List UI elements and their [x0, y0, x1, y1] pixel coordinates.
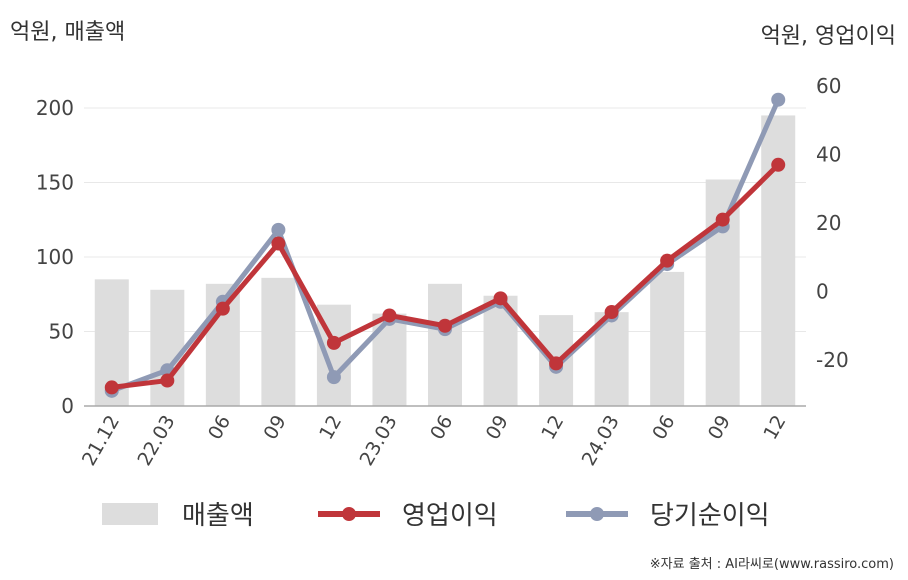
legend-marker-net-profit [590, 507, 604, 521]
left-tick-label-2: 100 [36, 245, 74, 269]
x-tick-label-7: 09 [482, 412, 513, 444]
legend-label-net-profit: 당기순이익 [650, 501, 770, 531]
point-operating-profit-9 [604, 305, 619, 320]
bar-revenue-5 [372, 313, 407, 406]
bar-revenue-1 [150, 289, 185, 406]
left-axis-unit: 억원, 매출액 [10, 20, 126, 45]
source-note: ※자료 출처 : AI라씨로(www.rassiro.com) [649, 557, 894, 572]
point-operating-profit-1 [160, 373, 175, 388]
point-operating-profit-5 [382, 308, 397, 323]
point-net-profit-4 [326, 370, 341, 385]
x-tick-label-3: 09 [260, 412, 291, 444]
point-operating-profit-7 [493, 291, 508, 306]
legend-marker-operating-profit [342, 507, 356, 521]
x-tick-label-11: 09 [704, 412, 735, 444]
point-operating-profit-8 [549, 356, 564, 371]
bar-revenue-10 [650, 271, 685, 406]
left-tick-label-3: 150 [36, 171, 74, 195]
right-tick-label-1: 0 [816, 280, 829, 304]
legend-swatch-revenue [102, 503, 158, 525]
point-operating-profit-10 [660, 253, 675, 268]
point-net-profit-3 [271, 222, 286, 237]
x-tick-label-9: 24.03 [578, 412, 624, 470]
x-tick-label-5: 23.03 [356, 412, 402, 470]
x-tick-label-8: 12 [537, 412, 568, 444]
legend-label-revenue: 매출액 [182, 501, 254, 531]
right-tick-label-3: 40 [816, 143, 841, 167]
right-tick-label-2: 20 [816, 211, 841, 235]
point-operating-profit-0 [104, 380, 119, 395]
left-tick-label-0: 0 [61, 394, 74, 418]
right-tick-label-0: -20 [816, 348, 849, 372]
point-operating-profit-2 [215, 301, 230, 316]
point-net-profit-12 [771, 92, 786, 107]
x-tick-label-1: 22.03 [133, 412, 179, 470]
point-operating-profit-3 [271, 236, 286, 251]
x-tick-label-6: 06 [426, 412, 457, 444]
x-tick-label-0: 21.12 [78, 412, 124, 470]
left-tick-label-4: 200 [36, 96, 74, 120]
bar-revenue-6 [428, 283, 462, 406]
bar-revenue-3 [261, 277, 296, 406]
x-tick-label-2: 06 [204, 412, 235, 444]
x-tick-label-12: 12 [759, 412, 790, 444]
point-operating-profit-6 [438, 318, 452, 333]
right-tick-label-4: 60 [816, 74, 841, 98]
x-tick-label-4: 12 [315, 412, 346, 444]
right-axis-unit: 억원, 영업이익 [760, 24, 896, 49]
x-tick-label-10: 06 [648, 412, 679, 444]
point-operating-profit-12 [771, 157, 786, 172]
point-operating-profit-11 [715, 212, 730, 227]
point-operating-profit-4 [326, 335, 341, 350]
left-tick-label-1: 50 [49, 320, 74, 344]
legend-label-operating-profit: 영업이익 [402, 501, 498, 531]
